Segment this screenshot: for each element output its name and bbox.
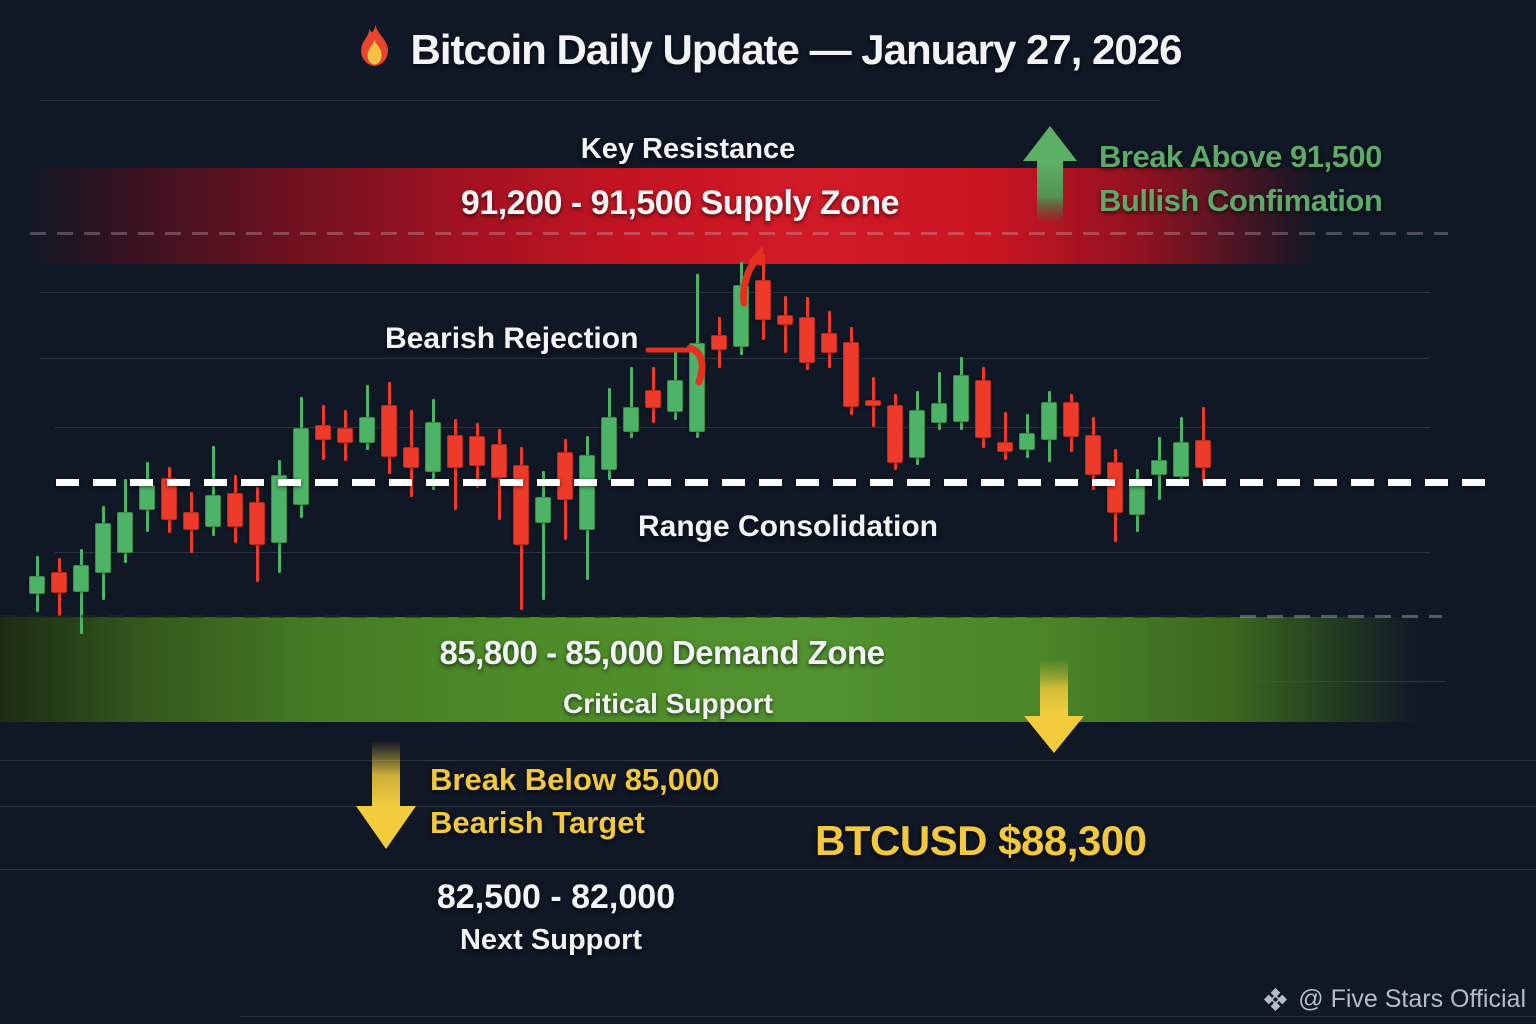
- candle: [249, 502, 265, 545]
- flame-icon: [355, 24, 395, 76]
- candle: [1063, 402, 1079, 437]
- bullish-breakout-note: Break Above 91,500 Bullish Confimation: [1099, 135, 1383, 223]
- candle: [601, 417, 617, 470]
- candle: [667, 380, 683, 412]
- next-support-label: Next Support: [459, 924, 643, 956]
- page-title: Bitcoin Daily Update — January 27, 2026: [355, 24, 1182, 76]
- candle: [117, 512, 133, 553]
- candle: [997, 442, 1013, 452]
- candle: [645, 390, 661, 408]
- candle: [975, 380, 991, 438]
- supply-zone-edge: [30, 232, 1448, 235]
- gridline: [0, 760, 1536, 761]
- bearish-breakdown-note: Break Below 85,000 Bearish Target: [430, 758, 720, 844]
- candle: [909, 410, 925, 458]
- candle: [139, 485, 155, 510]
- candle: [1085, 435, 1101, 475]
- critical-support-label: Critical Support: [562, 688, 774, 719]
- demand-zone-edge: [0, 615, 1240, 618]
- candle: [183, 512, 199, 530]
- bearish-rejection-label: Bearish Rejection: [385, 322, 639, 355]
- candle: [1041, 402, 1057, 440]
- candle: [95, 523, 111, 573]
- candle: [843, 342, 859, 407]
- gridline: [55, 552, 1430, 553]
- candle-wick: [211, 446, 215, 536]
- next-support-range: 82,500 - 82,000: [436, 878, 676, 916]
- candle: [403, 447, 419, 468]
- bullish-note-line2: Bullish Confimation: [1099, 183, 1383, 218]
- gridline: [40, 100, 1160, 101]
- gridline: [0, 869, 1536, 870]
- candle-wick: [541, 471, 545, 600]
- candle: [799, 317, 815, 363]
- candle: [1107, 462, 1123, 513]
- supply-zone-band: [28, 168, 1358, 264]
- watermark-text: @ Five Stars Official: [1298, 985, 1526, 1013]
- watermark: @ Five Stars Official: [1262, 985, 1526, 1014]
- candle: [623, 407, 639, 432]
- gridline: [240, 1016, 1536, 1017]
- candle: [381, 405, 397, 457]
- candle: [953, 375, 969, 422]
- candle: [1151, 460, 1167, 475]
- gridline: [40, 358, 1430, 359]
- candle: [359, 417, 375, 443]
- bearish-note-line2: Bearish Target: [430, 805, 645, 840]
- candle: [1019, 433, 1035, 450]
- candle: [469, 436, 485, 466]
- candle-wick: [937, 372, 941, 430]
- candle: [535, 497, 551, 523]
- candle: [425, 422, 441, 472]
- candle: [29, 576, 45, 594]
- gridline: [0, 806, 1536, 807]
- bullish-note-line1: Break Above 91,500: [1099, 139, 1382, 174]
- bearish-note-line1: Break Below 85,000: [430, 762, 720, 797]
- range-consolidation-line: [56, 479, 1492, 486]
- candle: [227, 493, 243, 527]
- current-price-label: BTCUSD $88,300: [815, 817, 1147, 864]
- gridline: [55, 427, 1430, 428]
- candle: [337, 428, 353, 443]
- candle: [887, 405, 903, 463]
- candle: [161, 478, 177, 520]
- candle: [1195, 440, 1211, 468]
- candle: [557, 452, 573, 500]
- demand-zone-label: 85,800 - 85,000 Demand Zone: [439, 634, 885, 671]
- title-text: Bitcoin Daily Update — January 27, 2026: [410, 26, 1183, 73]
- candle: [447, 435, 463, 468]
- demand-zone-edge-right: [1240, 615, 1442, 618]
- candle: [51, 572, 67, 593]
- range-consolidation-label: Range Consolidation: [638, 510, 938, 543]
- candle: [73, 565, 89, 592]
- candle: [315, 425, 331, 440]
- demand-zone-band: [0, 617, 1450, 722]
- candle: [205, 495, 221, 527]
- candle: [271, 475, 287, 543]
- candle: [821, 333, 837, 353]
- candle-wick: [629, 367, 633, 438]
- candle: [865, 400, 881, 406]
- key-resistance-label: Key Resistance: [580, 133, 796, 165]
- candle: [1173, 442, 1189, 477]
- candle: [579, 455, 595, 530]
- supply-zone-label: 91,200 - 91,500 Supply Zone: [460, 184, 900, 222]
- candle: [1129, 480, 1145, 515]
- candle: [931, 403, 947, 423]
- candle-wick: [1003, 412, 1007, 460]
- candle: [491, 444, 507, 478]
- candle: [777, 315, 793, 325]
- diamond-logo-icon: [1262, 986, 1289, 1013]
- candle: [711, 335, 727, 350]
